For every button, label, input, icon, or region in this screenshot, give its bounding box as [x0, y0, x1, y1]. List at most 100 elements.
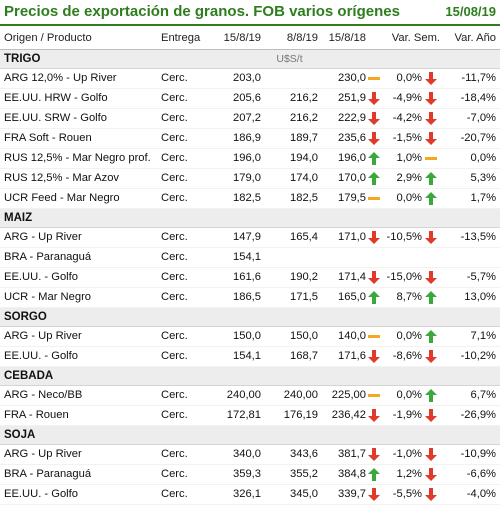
arrow-down-icon [425, 91, 437, 105]
price-15-8-19: 182,5 [209, 188, 261, 209]
trend-indicator-c3 [366, 68, 382, 89]
delivery-cell: Cerc. [157, 128, 209, 149]
col-var-week-header: Var. Sem. [382, 27, 441, 50]
section-header-row: SORGO [0, 307, 500, 327]
yearly-variation: -26,9% [440, 405, 500, 426]
weekly-variation [382, 247, 422, 268]
table-row: BRA - Paranaguá Cerc. 154,1 [0, 247, 500, 268]
trend-indicator-c3 [366, 148, 382, 169]
trend-indicator-week [422, 168, 441, 189]
arrow-down-icon [368, 270, 380, 284]
trend-indicator-week [422, 68, 441, 89]
product-name: RUS 12,5% - Mar Negro prof. [0, 148, 157, 169]
table-row: ARG 12,0% - Up River Cerc. 203,0 230,0 0,0% -… [0, 68, 500, 89]
price-15-8-18: 339,7 [318, 484, 366, 505]
product-name: EE.UU. - Golfo [0, 267, 157, 288]
price-8-8-19: 150,0 [261, 326, 318, 347]
trend-indicator-c3 [366, 444, 382, 465]
arrow-down-icon [425, 131, 437, 145]
price-15-8-19: 340,0 [209, 444, 261, 465]
price-15-8-18: 222,9 [318, 108, 366, 129]
trend-indicator-c3 [366, 227, 382, 248]
product-name: ARG 12,0% - Up River [0, 68, 157, 89]
section-name: SOJA [0, 425, 261, 445]
delivery-cell: Cerc. [157, 385, 209, 406]
arrow-down-icon [425, 270, 437, 284]
price-8-8-19: 216,2 [261, 108, 318, 129]
trend-indicator-week [422, 385, 441, 406]
trend-indicator-c3 [366, 168, 382, 189]
arrow-down-icon [425, 349, 437, 363]
weekly-variation: 2,9% [382, 168, 422, 189]
arrow-down-icon [425, 487, 437, 501]
delivery-cell: Cerc. [157, 464, 209, 485]
trend-indicator-c3 [366, 346, 382, 367]
price-15-8-18: 384,8 [318, 464, 366, 485]
section-name: SORGO [0, 307, 261, 327]
arrow-up-icon [425, 388, 437, 402]
trend-indicator-c3 [366, 464, 382, 485]
product-name: BRA - Paranaguá [0, 247, 157, 268]
yearly-variation: -4,0% [440, 484, 500, 505]
arrow-up-icon [368, 151, 380, 165]
price-15-8-19: 196,0 [209, 148, 261, 169]
arrow-down-icon [368, 447, 380, 461]
price-15-8-18: 170,0 [318, 168, 366, 189]
table-row: EE.UU. HRW - Golfo Cerc. 205,6 216,2 251,9 -4… [0, 88, 500, 109]
section-header-row: CEBADA [0, 366, 500, 386]
yearly-variation: -11,7% [440, 68, 500, 89]
price-15-8-19: 147,9 [209, 227, 261, 248]
product-name: FRA - Rouen [0, 405, 157, 426]
price-15-8-18: 165,0 [318, 287, 366, 308]
price-8-8-19: 355,2 [261, 464, 318, 485]
price-15-8-18: 171,0 [318, 227, 366, 248]
price-15-8-18: 179,5 [318, 188, 366, 209]
yearly-variation: -18,4% [440, 88, 500, 109]
delivery-cell: Cerc. [157, 88, 209, 109]
price-15-8-18: 236,42 [318, 405, 366, 426]
arrow-down-icon [425, 71, 437, 85]
delivery-cell: Cerc. [157, 68, 209, 89]
product-name: ARG - Neco/BB [0, 385, 157, 406]
price-15-8-19: 150,0 [209, 326, 261, 347]
price-8-8-19 [261, 247, 318, 268]
price-15-8-19: 203,0 [209, 68, 261, 89]
yearly-variation: 0,0% [440, 148, 500, 169]
table-row: ARG - Up River Cerc. 340,0 343,6 381,7 -1,0% -… [0, 444, 500, 465]
delivery-cell: Cerc. [157, 227, 209, 248]
product-name: RUS 12,5% - Mar Azov [0, 168, 157, 189]
trend-indicator-week [422, 326, 441, 347]
table-row: BRA - Paranaguá Cerc. 359,3 355,2 384,8 1,2% -… [0, 464, 500, 485]
trend-indicator-c3 [366, 108, 382, 129]
col-c1-header: 15/8/19 [209, 27, 261, 50]
weekly-variation: 0,0% [382, 188, 422, 209]
price-15-8-18: 196,0 [318, 148, 366, 169]
price-15-8-19: 161,6 [209, 267, 261, 288]
delivery-cell: Cerc. [157, 247, 209, 268]
dash-icon [425, 156, 437, 160]
arrow-down-icon [368, 487, 380, 501]
title-divider [0, 24, 500, 26]
table-row: ARG - Up River Cerc. 150,0 150,0 140,0 0,0% 7,… [0, 326, 500, 347]
prices-table: Origen / Producto Entrega 15/8/19 8/8/19… [0, 27, 500, 505]
price-15-8-18 [318, 247, 366, 268]
trend-indicator-week [422, 287, 441, 308]
table-row: EE.UU. - Golfo Cerc. 326,1 345,0 339,7 -5,5% -… [0, 484, 500, 505]
arrow-up-icon [368, 290, 380, 304]
table-row: FRA Soft - Rouen Cerc. 186,9 189,7 235,6 -1,5… [0, 128, 500, 149]
yearly-variation: -20,7% [440, 128, 500, 149]
arrow-down-icon [425, 230, 437, 244]
trend-indicator-week [422, 444, 441, 465]
weekly-variation: 8,7% [382, 287, 422, 308]
delivery-cell: Cerc. [157, 484, 209, 505]
product-name: ARG - Up River [0, 326, 157, 347]
price-report: Precios de exportación de granos. FOB va… [0, 3, 500, 505]
arrow-up-icon [425, 171, 437, 185]
weekly-variation: 1,0% [382, 148, 422, 169]
product-name: BRA - Paranaguá [0, 464, 157, 485]
weekly-variation: -5,5% [382, 484, 422, 505]
price-15-8-19: 240,00 [209, 385, 261, 406]
col-c2-header: 8/8/19 [261, 27, 318, 50]
weekly-variation: 0,0% [382, 385, 422, 406]
arrow-down-icon [368, 349, 380, 363]
